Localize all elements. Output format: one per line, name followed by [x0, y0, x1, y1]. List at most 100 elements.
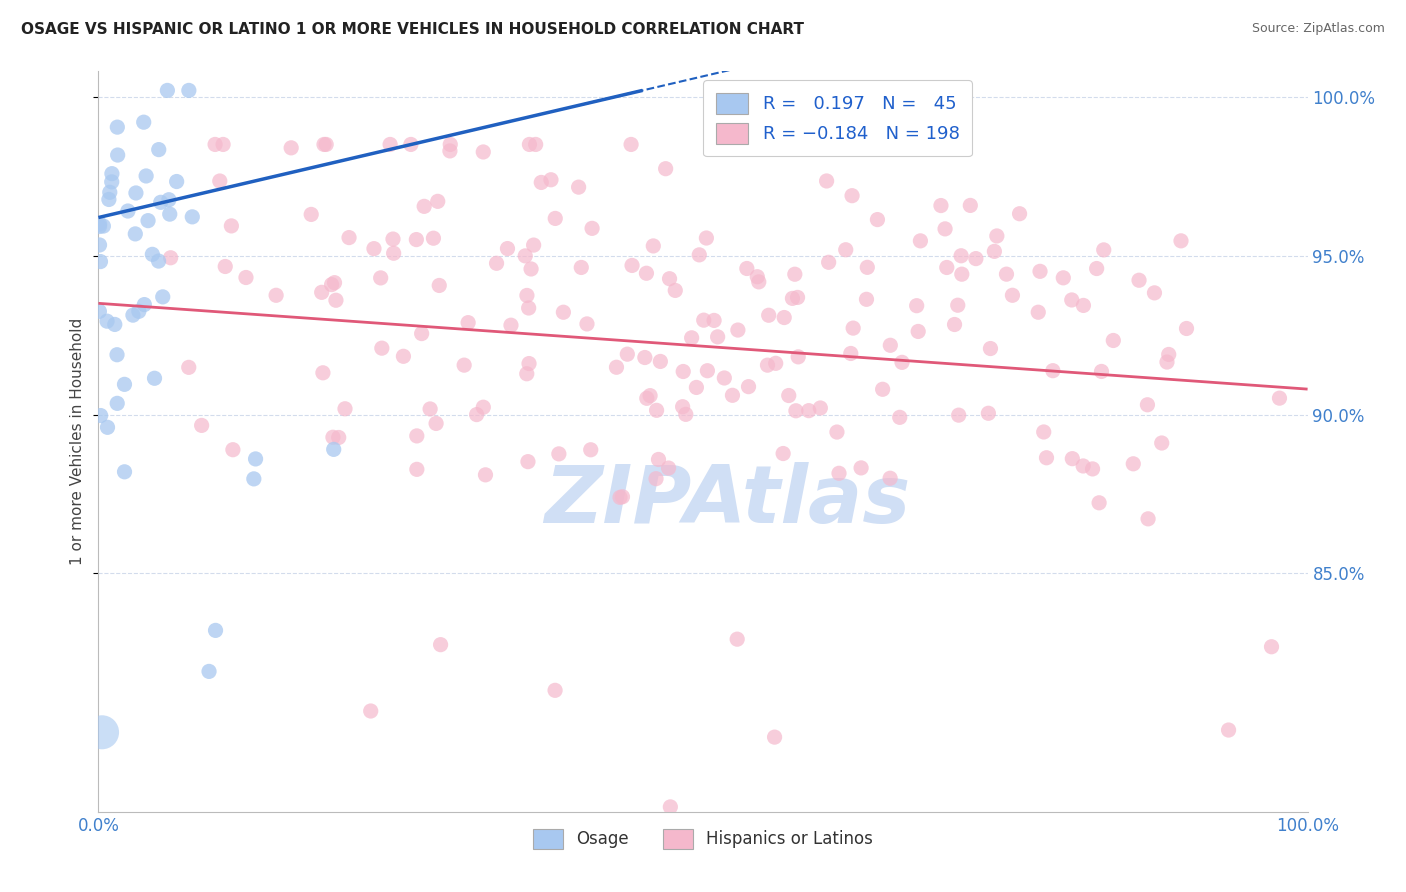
Point [703, 313, 725, 327]
Point [650, 354, 672, 368]
Point [1156, 355, 1178, 369]
Point [763, 730, 786, 744]
Point [773, 310, 796, 325]
Point [322, 442, 344, 457]
Point [392, 349, 415, 363]
Point [935, 260, 957, 275]
Point [107, 148, 129, 162]
Point [315, 137, 337, 152]
Point [1218, 723, 1240, 737]
Point [721, 388, 744, 402]
Point [89, 254, 111, 268]
Point [735, 261, 758, 276]
Point [905, 299, 928, 313]
Point [824, 137, 846, 152]
Text: Source: ZipAtlas.com: Source: ZipAtlas.com [1251, 22, 1385, 36]
Point [748, 275, 770, 289]
Point [636, 392, 658, 406]
Point [474, 467, 496, 482]
Point [114, 377, 136, 392]
Point [405, 462, 427, 476]
Point [520, 262, 543, 277]
Point [658, 461, 681, 475]
Point [1260, 640, 1282, 654]
Point [609, 491, 631, 505]
Point [472, 145, 495, 159]
Point [839, 346, 862, 360]
Point [280, 141, 302, 155]
Point [1052, 270, 1074, 285]
Point [1122, 457, 1144, 471]
Point [419, 401, 441, 416]
Point [1128, 273, 1150, 287]
Point [378, 137, 401, 152]
Point [125, 186, 148, 200]
Point [136, 213, 159, 227]
Point [946, 298, 969, 312]
Point [1170, 234, 1192, 248]
Point [198, 665, 221, 679]
Point [797, 403, 820, 417]
Point [96, 420, 118, 434]
Point [855, 293, 877, 307]
Point [643, 239, 665, 253]
Point [204, 624, 226, 638]
Point [540, 173, 562, 187]
Point [516, 288, 538, 302]
Point [1071, 458, 1094, 473]
Point [785, 404, 807, 418]
Point [157, 193, 180, 207]
Point [517, 357, 540, 371]
Point [235, 270, 257, 285]
Point [321, 277, 343, 292]
Point [159, 207, 181, 221]
Point [856, 260, 879, 275]
Point [681, 331, 703, 345]
Point [93, 219, 115, 233]
Point [453, 358, 475, 372]
Point [524, 137, 547, 152]
Point [166, 175, 188, 189]
Point [311, 285, 333, 300]
Point [1102, 334, 1125, 348]
Point [664, 284, 686, 298]
Point [758, 308, 780, 322]
Point [382, 232, 405, 246]
Point [405, 429, 427, 443]
Point [517, 301, 540, 315]
Point [1092, 243, 1115, 257]
Point [212, 137, 235, 152]
Point [569, 260, 592, 275]
Point [891, 355, 914, 369]
Point [465, 408, 488, 422]
Point [519, 137, 541, 152]
Point [638, 389, 661, 403]
Point [264, 288, 287, 302]
Point [783, 267, 806, 281]
Point [214, 260, 236, 274]
Point [425, 417, 447, 431]
Point [977, 406, 1000, 420]
Point [879, 338, 901, 352]
Point [581, 221, 603, 235]
Point [737, 379, 759, 393]
Point [457, 316, 479, 330]
Point [1136, 398, 1159, 412]
Point [312, 366, 335, 380]
Point [89, 217, 111, 231]
Point [983, 244, 1005, 259]
Point [156, 83, 179, 97]
Point [399, 137, 422, 152]
Point [1073, 298, 1095, 312]
Point [693, 313, 716, 327]
Text: ZIPAtlas: ZIPAtlas [544, 462, 910, 540]
Point [995, 267, 1018, 281]
Point [312, 137, 335, 152]
Text: OSAGE VS HISPANIC OR LATINO 1 OR MORE VEHICLES IN HOUSEHOLD CORRELATION CHART: OSAGE VS HISPANIC OR LATINO 1 OR MORE VE… [21, 22, 804, 37]
Point [97, 193, 120, 207]
Point [221, 219, 243, 233]
Point [148, 143, 170, 157]
Point [370, 271, 392, 285]
Point [114, 465, 136, 479]
Point [782, 292, 804, 306]
